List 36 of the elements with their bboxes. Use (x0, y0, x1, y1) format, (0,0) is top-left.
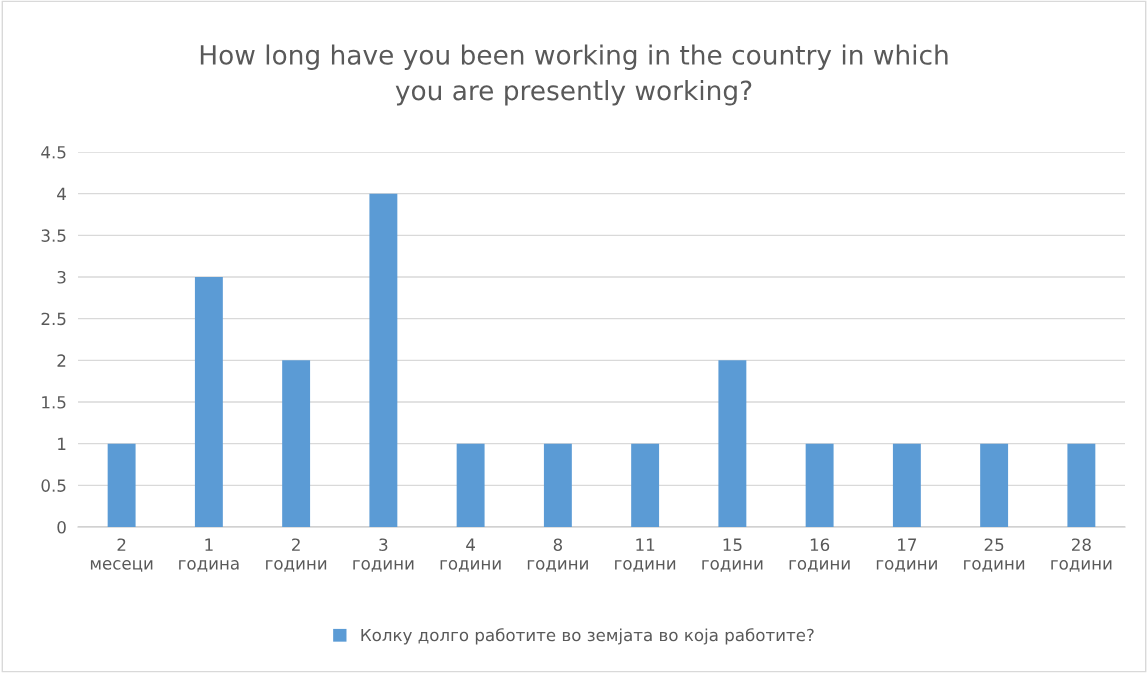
bar (543, 443, 572, 527)
bar (892, 443, 921, 527)
bar (718, 360, 747, 527)
x-tick-label: 11 години (615, 538, 676, 572)
x-tick-label: 28 години (1051, 538, 1112, 572)
y-tick-label: 3 (57, 270, 66, 284)
x-tick-label: 2 месеци (90, 538, 153, 572)
y-tick-label: 4.5 (41, 146, 66, 159)
x-tick-label: 8 години (527, 538, 588, 572)
y-tick-label: 3.5 (41, 229, 66, 242)
x-tick-label: 1 година (179, 538, 239, 572)
x-tick-label: 17 години (876, 538, 937, 572)
bar (282, 360, 311, 527)
y-tick-label: 0.5 (41, 479, 66, 492)
x-tick-label: 2 години (266, 538, 327, 572)
bar (1067, 443, 1096, 527)
chart-title: How long have you been working in the country in which you are presently working? (200, 44, 948, 106)
y-tick-label: 1 (58, 437, 66, 450)
y-tick-label: 2 (57, 354, 66, 367)
bar (369, 193, 398, 527)
bar (456, 443, 485, 527)
bar (805, 443, 834, 527)
bar (980, 443, 1009, 527)
x-tick-label: 16 години (789, 538, 850, 572)
y-tick-label: 1.5 (42, 396, 66, 409)
y-tick-label: 4 (57, 187, 66, 200)
bar (631, 443, 660, 527)
bar (107, 443, 136, 527)
x-tick-label: 3 години (353, 538, 414, 572)
x-tick-label: 4 години (440, 538, 501, 572)
x-tick-label: 25 години (964, 538, 1025, 572)
legend-label: Колку долго работите во земјата во која работите? (361, 628, 814, 645)
bar (194, 277, 223, 527)
x-tick-label: 15 години (702, 538, 763, 572)
y-tick-label: 2.5 (41, 312, 66, 326)
y-tick-label: 0 (57, 520, 66, 534)
